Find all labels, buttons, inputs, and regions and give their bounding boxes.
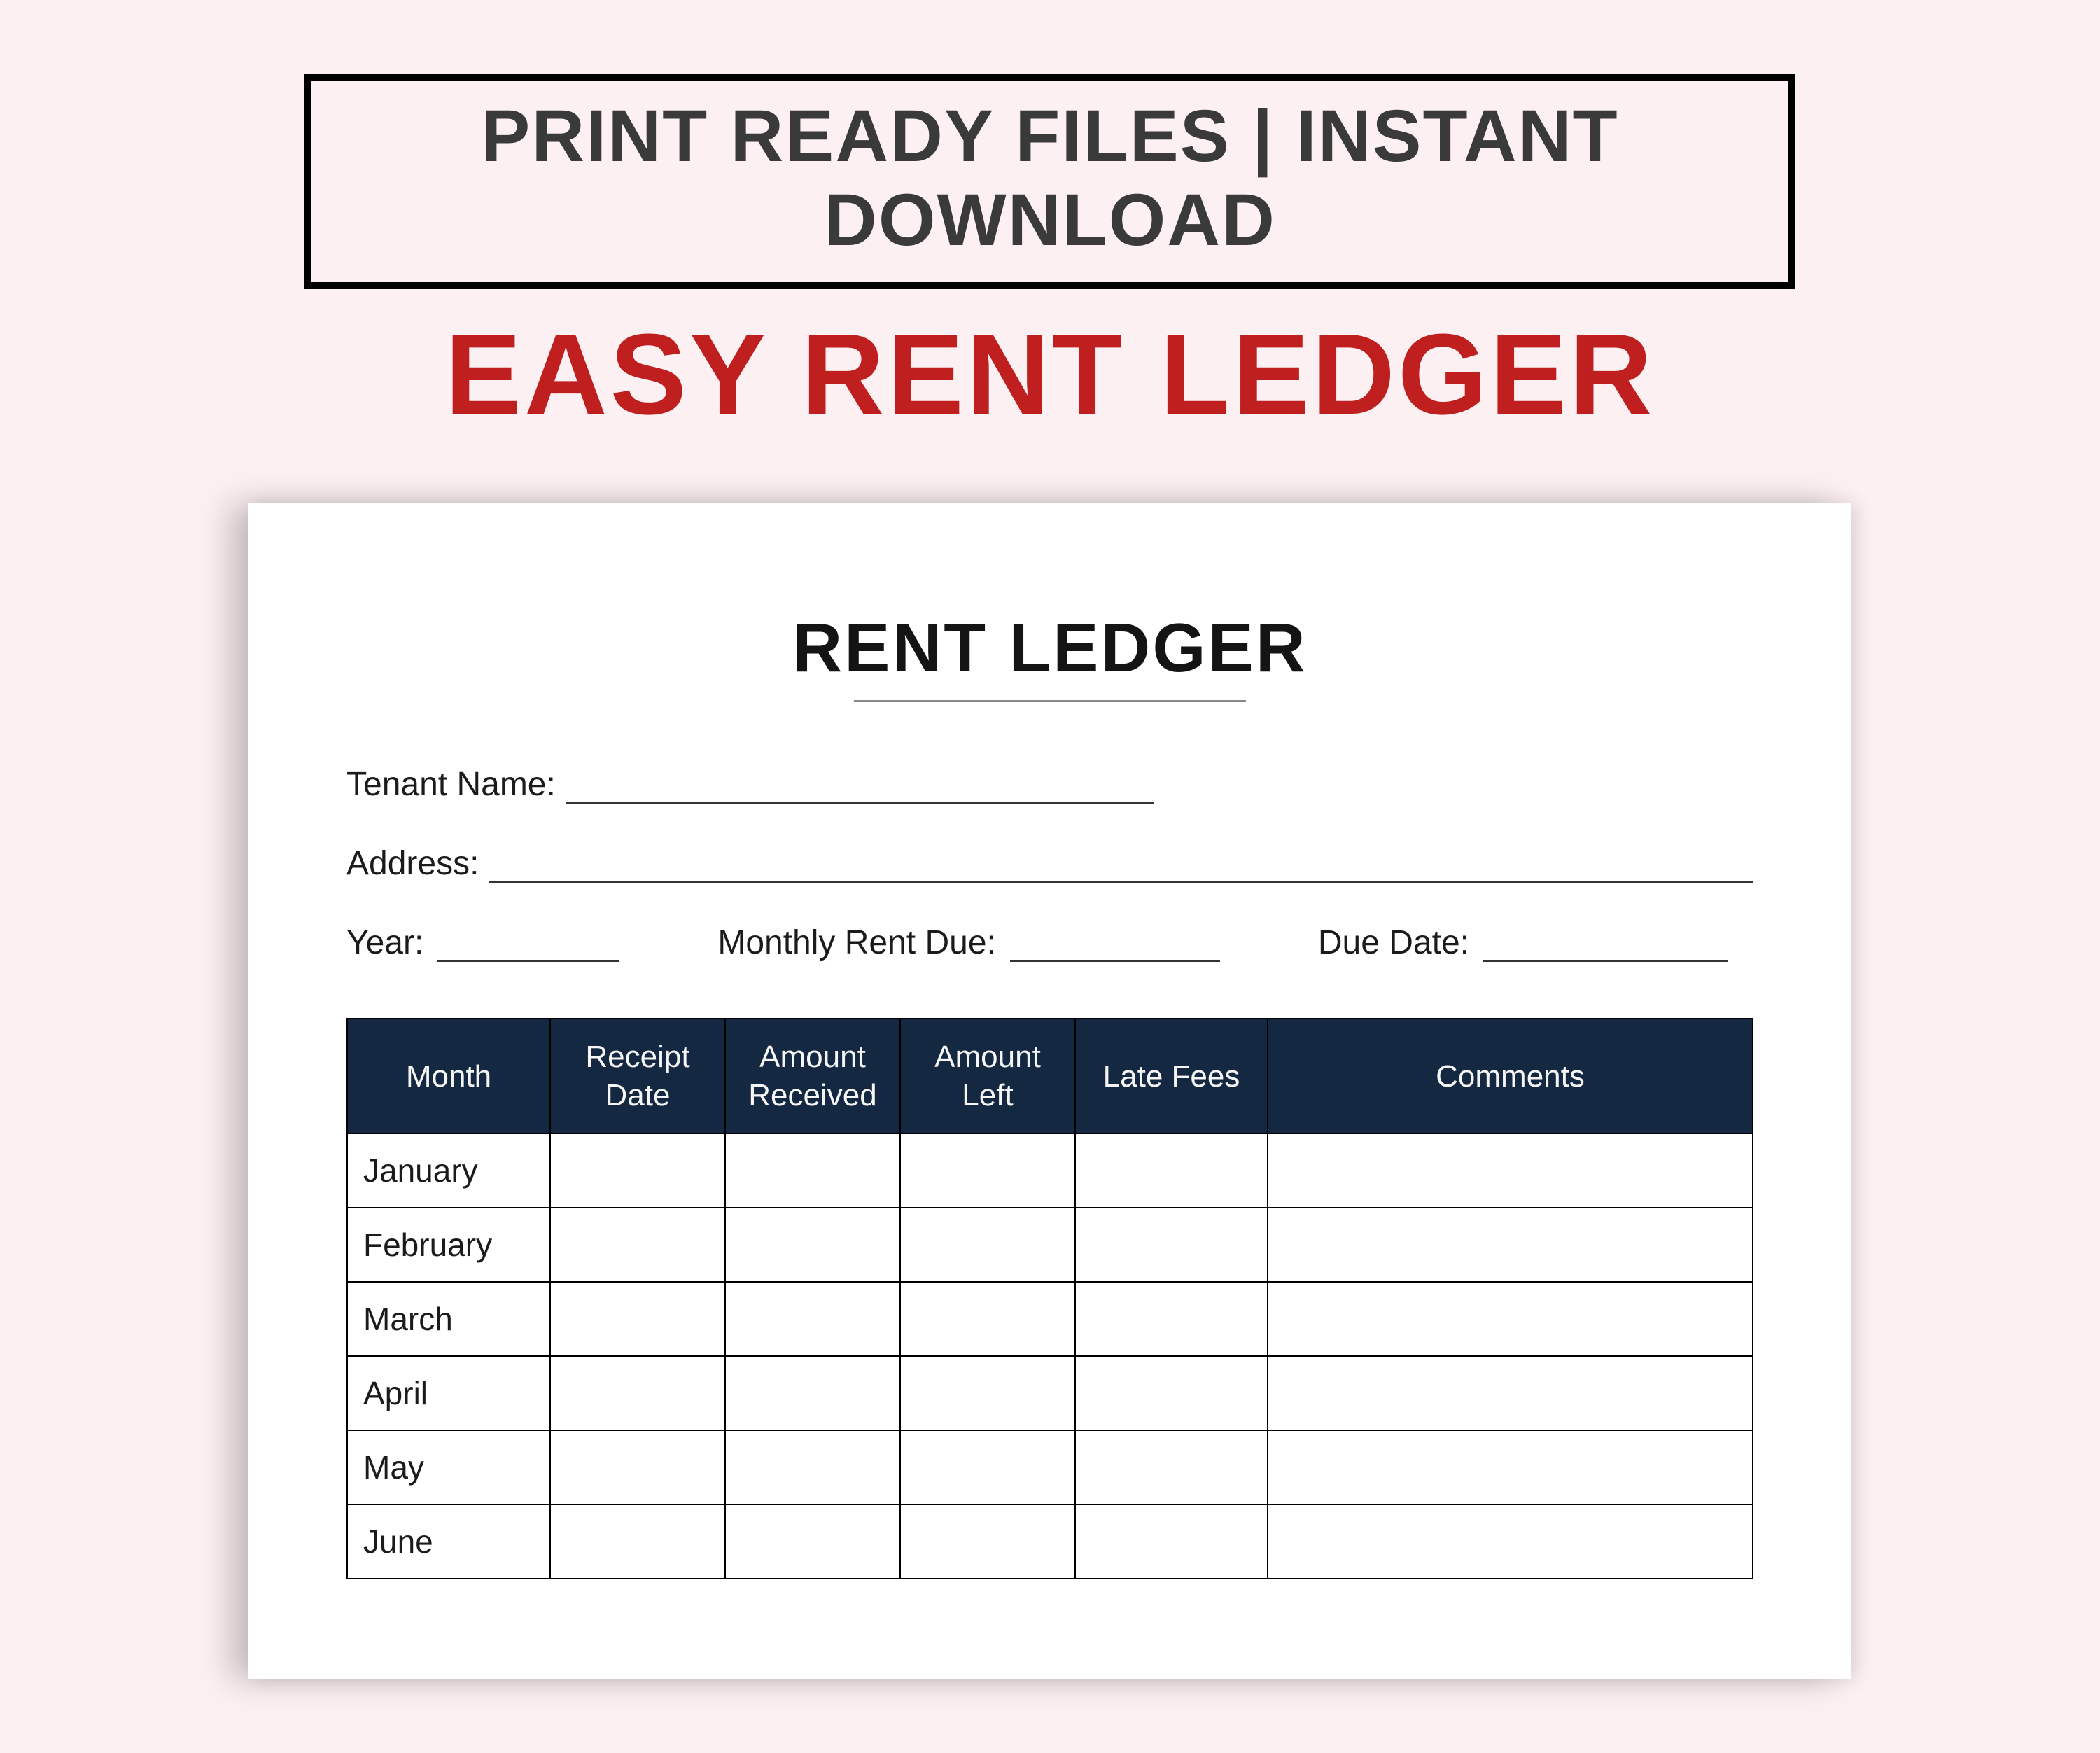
monthly-rent-due-label: Monthly Rent Due:: [718, 923, 996, 962]
cell-month: April: [347, 1356, 550, 1430]
cell-comments[interactable]: [1268, 1208, 1753, 1282]
cell-receipt-date[interactable]: [550, 1208, 725, 1282]
cell-amount-left[interactable]: [900, 1133, 1075, 1208]
cell-late-fees[interactable]: [1075, 1282, 1268, 1356]
address-input-line[interactable]: [489, 852, 1754, 883]
cell-month: May: [347, 1430, 550, 1504]
cell-receipt-date[interactable]: [550, 1133, 725, 1208]
col-amount-received: Amount Received: [725, 1019, 900, 1133]
year-segment: Year:: [346, 923, 620, 962]
due-date-label: Due Date:: [1318, 923, 1469, 962]
table-header-row: Month Receipt Date Amount Received Amoun…: [347, 1019, 1753, 1133]
tenant-name-input-line[interactable]: [566, 773, 1154, 804]
cell-receipt-date[interactable]: [550, 1282, 725, 1356]
tenant-name-label: Tenant Name:: [346, 765, 556, 804]
col-amount-left: Amount Left: [900, 1019, 1075, 1133]
cell-month: January: [347, 1133, 550, 1208]
cell-month: June: [347, 1504, 550, 1579]
table-row: May: [347, 1430, 1753, 1504]
cell-comments[interactable]: [1268, 1133, 1753, 1208]
ledger-table: Month Receipt Date Amount Received Amoun…: [346, 1018, 1754, 1579]
address-row: Address:: [346, 844, 1754, 883]
col-comments: Comments: [1268, 1019, 1753, 1133]
due-date-input-line[interactable]: [1483, 931, 1728, 962]
cell-late-fees[interactable]: [1075, 1430, 1268, 1504]
table-row: March: [347, 1282, 1753, 1356]
cell-comments[interactable]: [1268, 1504, 1753, 1579]
col-receipt-date: Receipt Date: [550, 1019, 725, 1133]
cell-amount-left[interactable]: [900, 1282, 1075, 1356]
cell-receipt-date[interactable]: [550, 1430, 725, 1504]
due-date-segment: Due Date:: [1318, 923, 1728, 962]
table-row: February: [347, 1208, 1753, 1282]
cell-late-fees[interactable]: [1075, 1504, 1268, 1579]
cell-amount-received[interactable]: [725, 1282, 900, 1356]
cell-amount-received[interactable]: [725, 1356, 900, 1430]
cell-amount-left[interactable]: [900, 1208, 1075, 1282]
cell-late-fees[interactable]: [1075, 1133, 1268, 1208]
document-heading: RENT LEDGER: [346, 608, 1754, 687]
cell-receipt-date[interactable]: [550, 1504, 725, 1579]
year-rent-due-row: Year: Monthly Rent Due: Due Date:: [346, 923, 1754, 962]
table-row: April: [347, 1356, 1753, 1430]
cell-amount-received[interactable]: [725, 1430, 900, 1504]
monthly-rent-segment: Monthly Rent Due:: [718, 923, 1220, 962]
cell-amount-received[interactable]: [725, 1133, 900, 1208]
product-title: EASY RENT LEDGER: [0, 309, 2100, 440]
col-month: Month: [347, 1019, 550, 1133]
promo-banner: PRINT READY FILES | INSTANT DOWNLOAD: [304, 74, 1795, 289]
heading-underline: [854, 700, 1246, 702]
header-fields: Tenant Name: Address: Year: Monthly Rent…: [346, 765, 1754, 962]
cell-amount-received[interactable]: [725, 1504, 900, 1579]
cell-amount-received[interactable]: [725, 1208, 900, 1282]
cell-comments[interactable]: [1268, 1430, 1753, 1504]
cell-month: February: [347, 1208, 550, 1282]
cell-amount-left[interactable]: [900, 1356, 1075, 1430]
col-late-fees: Late Fees: [1075, 1019, 1268, 1133]
cell-receipt-date[interactable]: [550, 1356, 725, 1430]
document-sheet: RENT LEDGER Tenant Name: Address: Year: …: [248, 503, 1851, 1679]
table-row: January: [347, 1133, 1753, 1208]
cell-month: March: [347, 1282, 550, 1356]
year-input-line[interactable]: [438, 931, 620, 962]
tenant-name-row: Tenant Name:: [346, 765, 1754, 804]
table-row: June: [347, 1504, 1753, 1579]
year-label: Year:: [346, 923, 424, 962]
ledger-body: January February March: [347, 1133, 1753, 1579]
monthly-rent-input-line[interactable]: [1010, 931, 1220, 962]
address-label: Address:: [346, 844, 479, 883]
cell-comments[interactable]: [1268, 1356, 1753, 1430]
cell-amount-left[interactable]: [900, 1430, 1075, 1504]
cell-comments[interactable]: [1268, 1282, 1753, 1356]
promo-banner-text: PRINT READY FILES | INSTANT DOWNLOAD: [312, 95, 1788, 263]
cell-amount-left[interactable]: [900, 1504, 1075, 1579]
cell-late-fees[interactable]: [1075, 1356, 1268, 1430]
cell-late-fees[interactable]: [1075, 1208, 1268, 1282]
